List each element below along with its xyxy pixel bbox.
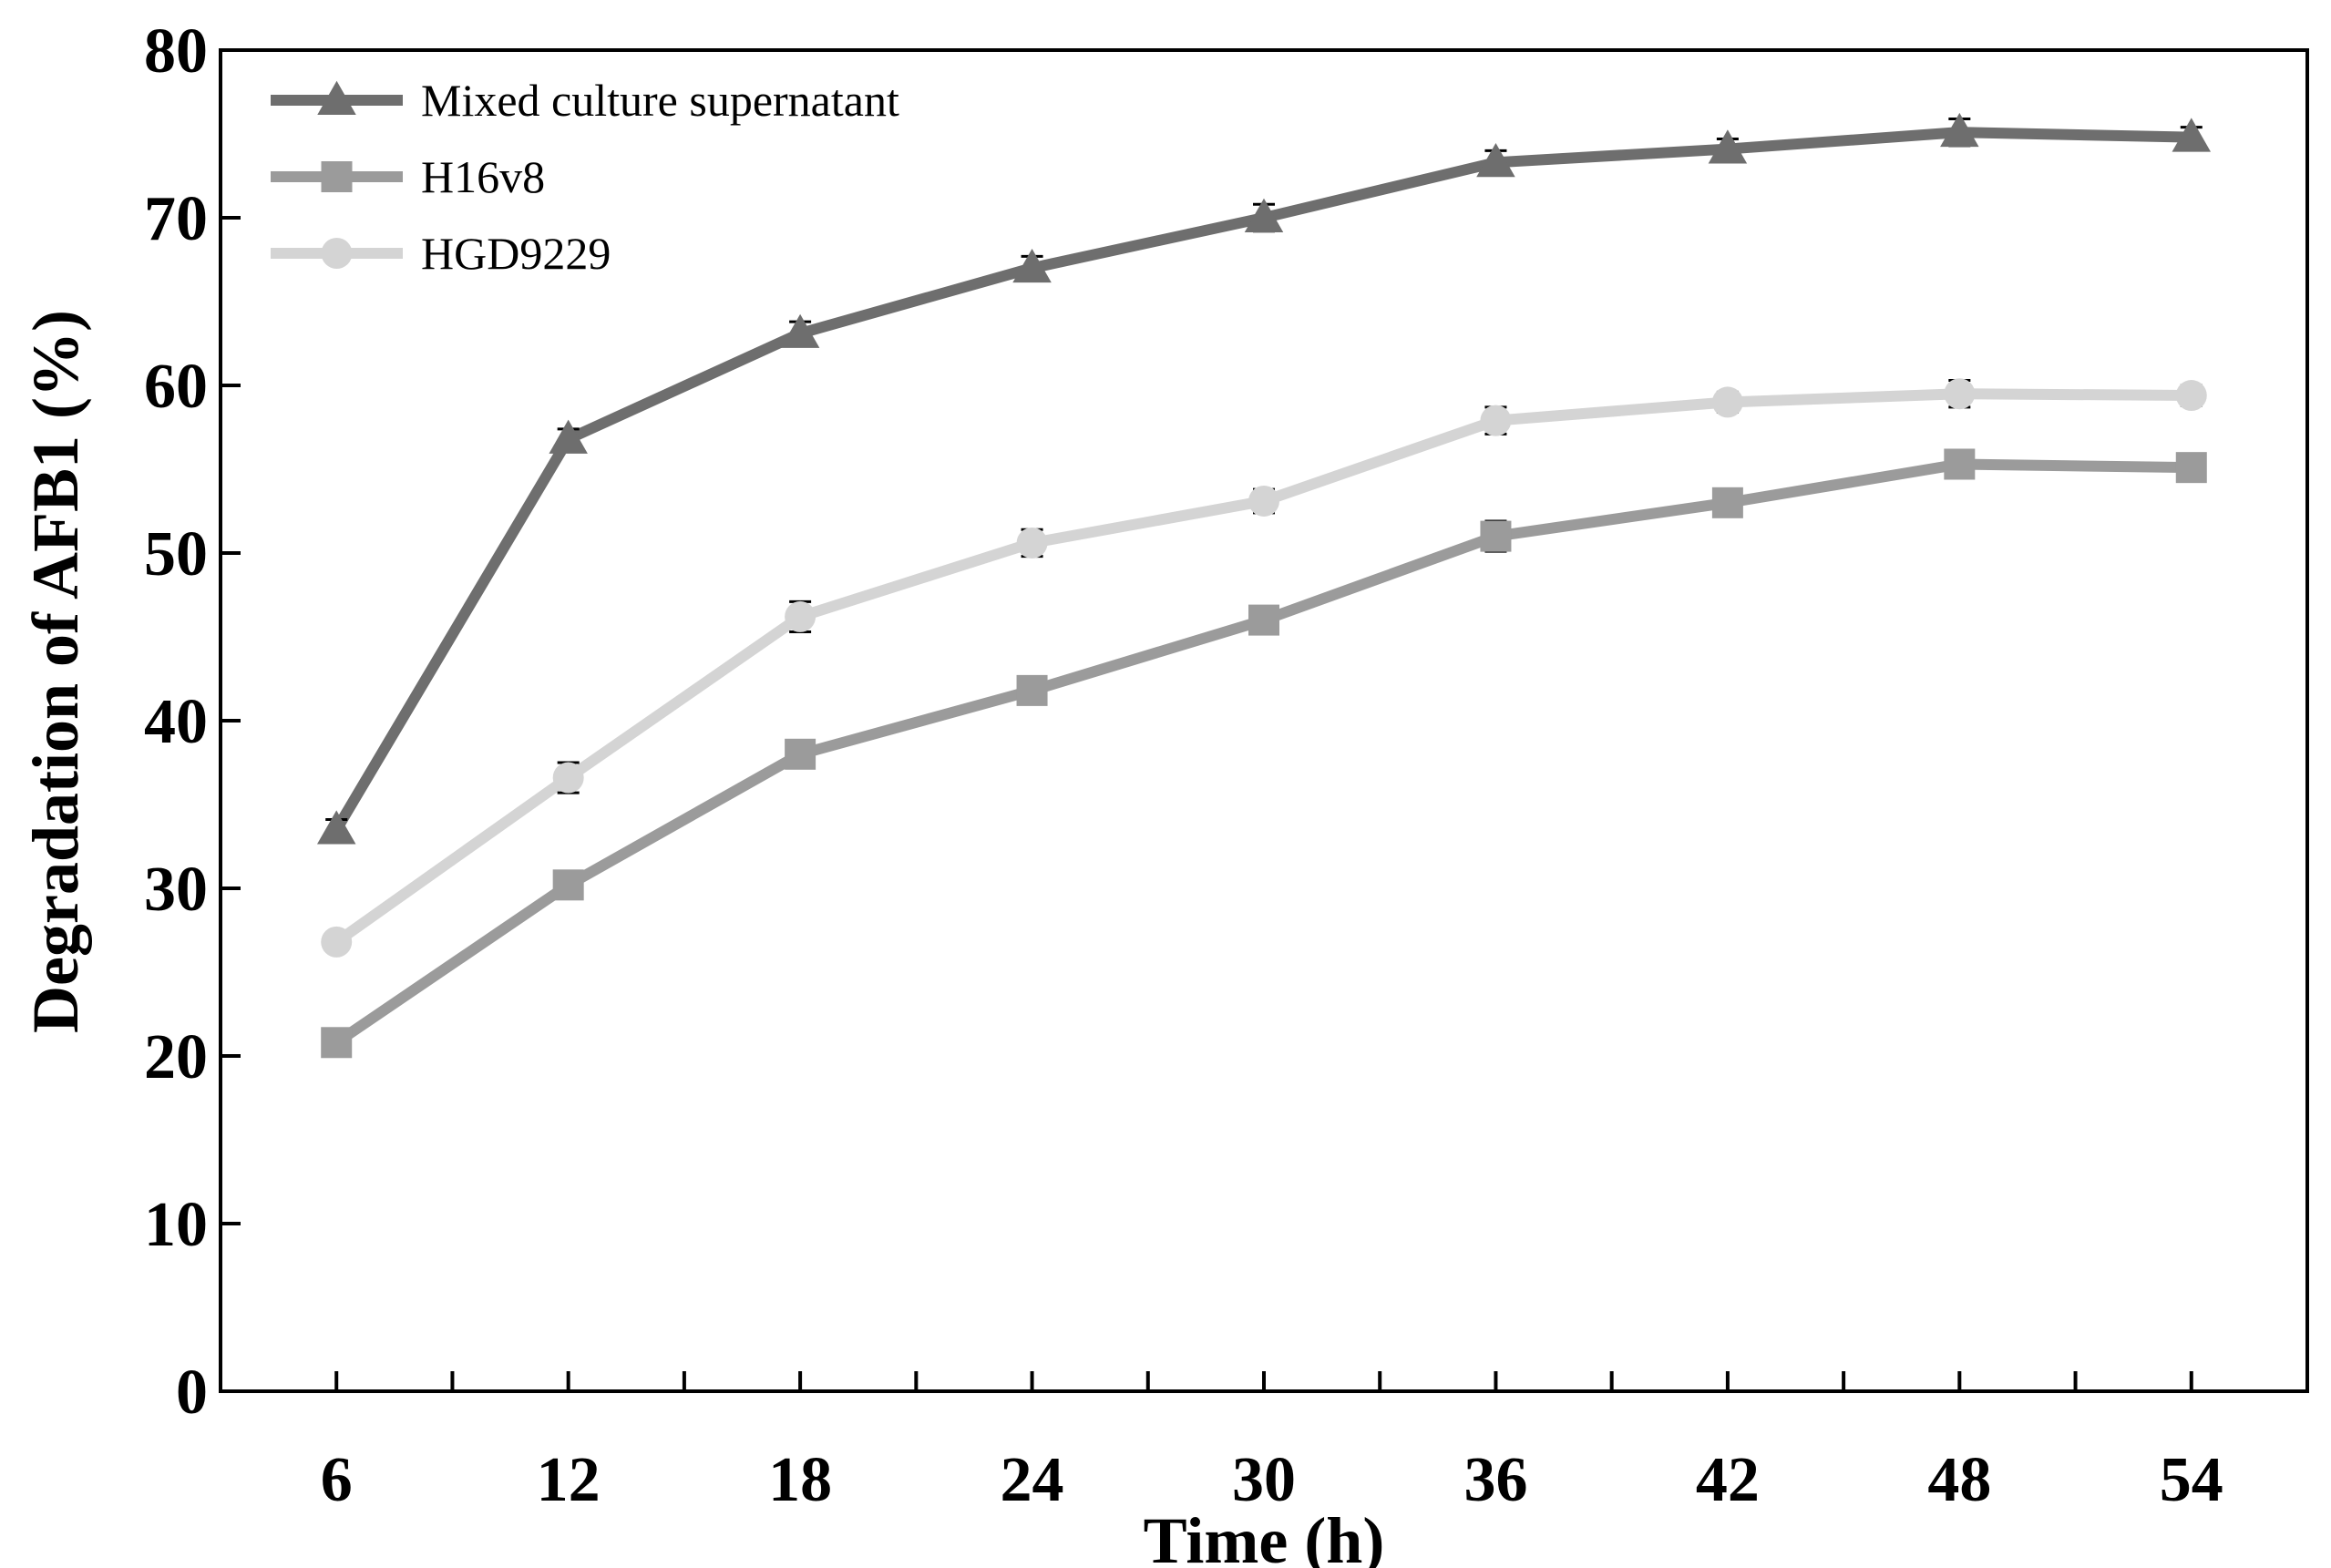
data-point: [321, 926, 353, 958]
y-tick-label: 30: [144, 855, 208, 925]
data-point: [1016, 674, 1048, 706]
x-tick-label: 12: [537, 1445, 601, 1515]
data-point: [780, 313, 820, 348]
x-tick-label: 24: [1001, 1445, 1064, 1515]
x-tick-label: 48: [1927, 1445, 1991, 1515]
data-point: [1940, 112, 1979, 148]
series-h16v8: [321, 448, 2207, 1059]
x-tick-label: 18: [768, 1445, 832, 1515]
y-tick-label: 40: [144, 687, 208, 757]
legend-label: HGD9229: [421, 228, 611, 279]
y-tick-label: 60: [144, 352, 208, 422]
x-tick-label: 30: [1232, 1445, 1296, 1515]
series-line: [333, 458, 2192, 1048]
legend-marker: [317, 80, 356, 115]
series-mixed-culture-supernatant: [316, 112, 2212, 845]
data-point: [785, 600, 816, 632]
legend-label: H16v8: [421, 151, 545, 202]
legend-marker: [321, 161, 353, 192]
data-point: [316, 810, 356, 845]
x-tick-label: 54: [2160, 1445, 2223, 1515]
data-point: [321, 1027, 353, 1059]
data-point: [1012, 248, 1052, 283]
x-tick-label: 42: [1696, 1445, 1760, 1515]
y-tick-label: 20: [144, 1022, 208, 1092]
data-point: [2172, 118, 2212, 152]
series-line: [332, 127, 2192, 833]
y-axis-title: Degradation of AFB1 (%): [19, 310, 92, 1033]
data-point: [1480, 520, 1512, 552]
data-point: [1480, 405, 1512, 436]
data-point: [1711, 487, 1743, 518]
data-point: [1708, 129, 1748, 164]
data-point: [2175, 452, 2207, 484]
y-tick-label: 70: [144, 184, 208, 254]
y-tick-label: 50: [144, 519, 208, 589]
data-point: [1244, 198, 1284, 232]
x-tick-label: 6: [321, 1445, 353, 1515]
data-point: [785, 738, 816, 770]
data-point: [552, 762, 584, 794]
data-point: [1248, 604, 1279, 636]
data-point: [1016, 527, 1048, 559]
series-hgd9229: [321, 378, 2207, 958]
legend: Mixed culture supernatant H16v8 HGD9229: [271, 75, 899, 279]
data-point: [2175, 380, 2207, 412]
data-point: [1944, 448, 1976, 480]
legend-marker: [321, 238, 353, 269]
data-point: [1476, 143, 1515, 178]
data-point: [1711, 386, 1743, 418]
y-tick-label: 10: [144, 1190, 208, 1260]
x-tick-label: 36: [1463, 1445, 1527, 1515]
legend-label: Mixed culture supernatant: [421, 75, 899, 126]
data-point: [1944, 378, 1976, 410]
data-point: [549, 419, 588, 454]
y-tick-label: 0: [176, 1358, 208, 1428]
data-point: [1248, 485, 1279, 517]
axes: 0 10 20 30 40 50 60 70 80 6 12 18 24 30 36 42 48 54: [144, 16, 2309, 1515]
x-axis-title: Time (h): [1144, 1504, 1385, 1568]
series: [316, 112, 2212, 1059]
y-tick-label: 80: [144, 16, 208, 87]
data-point: [552, 869, 584, 901]
